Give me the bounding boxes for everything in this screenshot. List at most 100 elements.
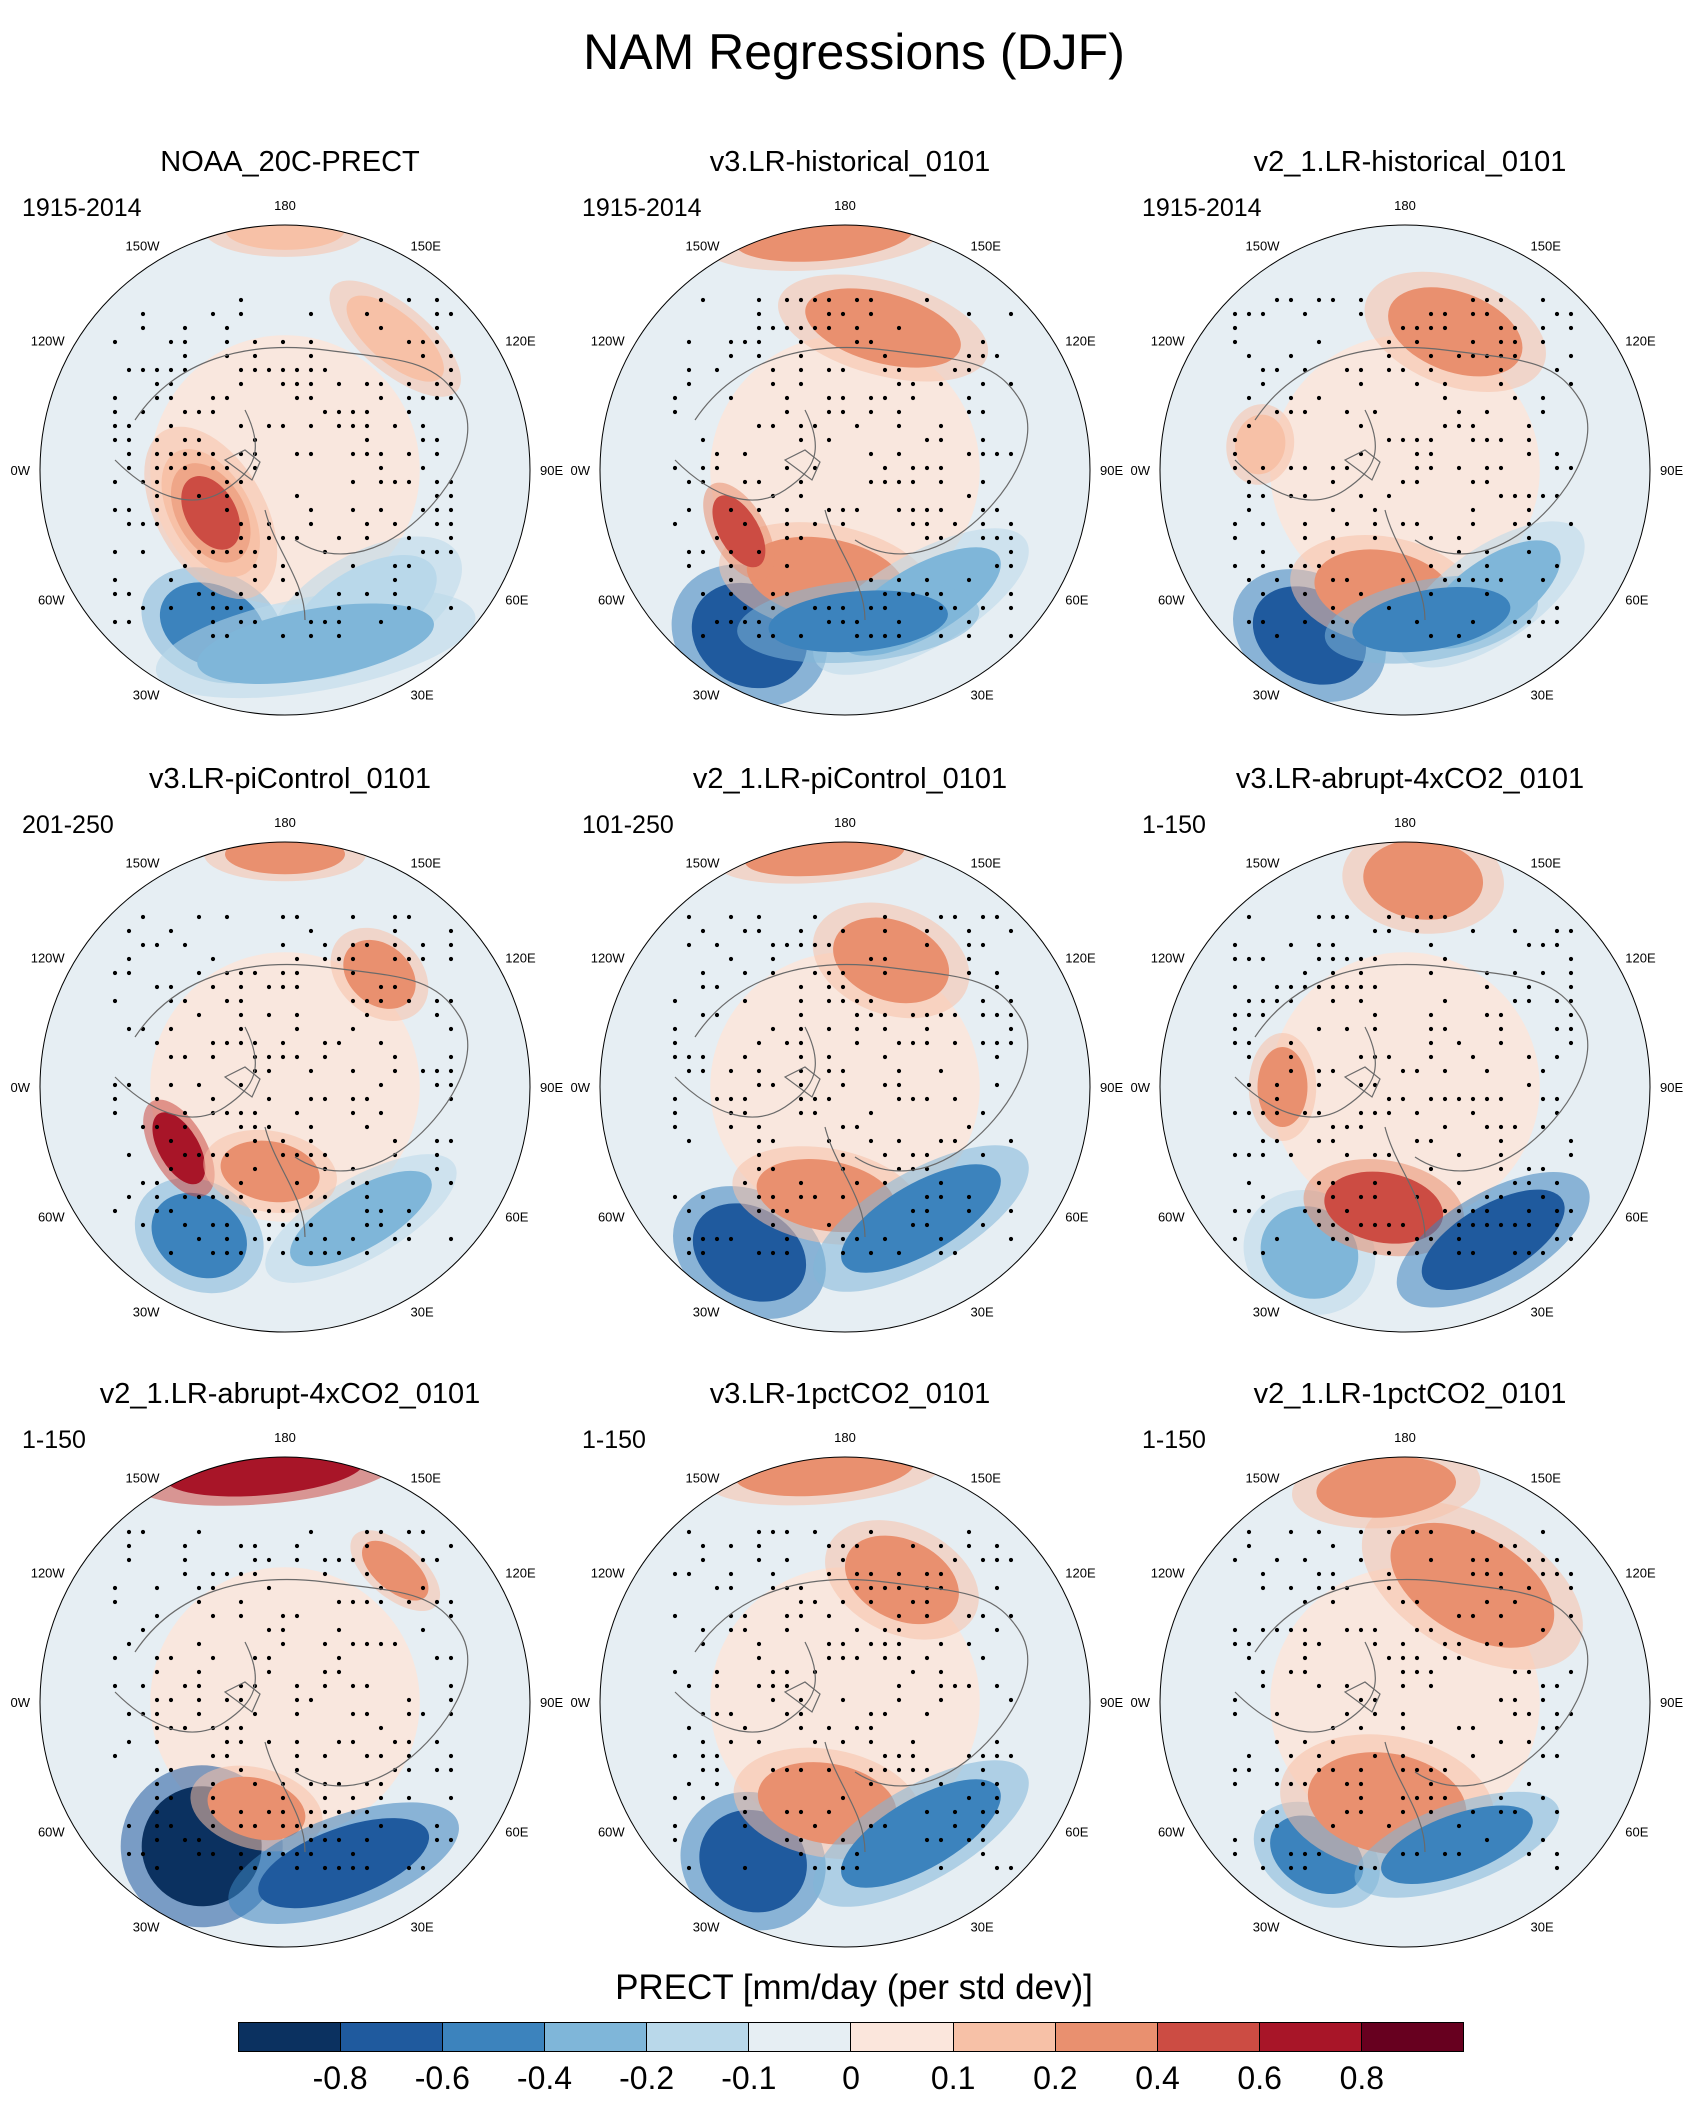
longitude-label: 90W bbox=[10, 1080, 31, 1095]
longitude-label: 180 bbox=[834, 1430, 856, 1445]
longitude-label: 30E bbox=[411, 1919, 434, 1934]
longitude-label: 120W bbox=[591, 334, 626, 349]
panel-period: 201-250 bbox=[22, 811, 114, 839]
anomaly-region bbox=[197, 603, 434, 684]
coastline bbox=[1234, 1579, 1589, 1853]
panel-period: 1-150 bbox=[22, 1426, 86, 1454]
longitude-label: 120E bbox=[505, 334, 536, 349]
longitude-label: 30W bbox=[693, 1919, 720, 1934]
longitude-label: 150E bbox=[411, 856, 442, 871]
longitude-label: 120W bbox=[31, 1566, 66, 1581]
map-field bbox=[1160, 1457, 1650, 1947]
longitude-label: 30W bbox=[693, 1304, 720, 1319]
colorbar-tick-label: 0.2 bbox=[1033, 2060, 1078, 2096]
longitude-label: 150E bbox=[1531, 1471, 1562, 1486]
longitude-label: 90W bbox=[1130, 1080, 1151, 1095]
map-field bbox=[600, 842, 1090, 1332]
anomaly-region bbox=[1421, 1189, 1565, 1290]
significance-stippling bbox=[112, 297, 454, 639]
longitude-label: 90W bbox=[10, 1695, 31, 1710]
colorbar-segment bbox=[1157, 2023, 1260, 2051]
map-panel: v2_1.LR-1pctCO2_0101 1-150 180 150E 120E 90… bbox=[1130, 1377, 1690, 1957]
longitude-label: 60W bbox=[38, 1825, 65, 1840]
significance-stippling bbox=[1232, 914, 1574, 1256]
anomaly-region bbox=[1352, 586, 1511, 653]
colorbar-segment bbox=[239, 2023, 342, 2051]
longitude-label: 150E bbox=[971, 239, 1002, 254]
longitude-label: 90E bbox=[1660, 1695, 1683, 1710]
colorbar-title: PRECT [mm/day (per std dev)] bbox=[615, 1968, 1093, 2007]
polar-map: 180150E120E90E60E30E030W60W90W120W150W bbox=[570, 198, 1123, 716]
longitude-label: 150W bbox=[686, 1471, 721, 1486]
anomaly-region bbox=[1363, 842, 1484, 920]
longitude-label: 30E bbox=[971, 1304, 994, 1319]
colorbar-tick-label: -0.4 bbox=[516, 2060, 573, 2096]
longitude-label: 180 bbox=[274, 815, 296, 830]
longitude-label: 30E bbox=[971, 687, 994, 702]
longitude-label: 90E bbox=[1100, 463, 1123, 478]
longitude-label: 60W bbox=[38, 593, 65, 608]
colorbar bbox=[238, 2022, 1464, 2052]
longitude-label: 120W bbox=[1151, 1566, 1186, 1581]
longitude-label: 90W bbox=[570, 1695, 591, 1710]
longitude-label: 30E bbox=[971, 1919, 994, 1934]
coastline bbox=[674, 347, 1029, 621]
map-panel: v3.LR-piControl_0101 201-250 180 150E 120E… bbox=[10, 762, 570, 1342]
map-field bbox=[40, 225, 530, 715]
colorbar-segment bbox=[545, 2023, 648, 2051]
colorbar-segment bbox=[647, 2023, 750, 2051]
map-border bbox=[1159, 841, 1651, 1333]
panel-period: 1915-2014 bbox=[1142, 194, 1262, 222]
longitude-label: 30W bbox=[133, 1919, 160, 1934]
anomaly-region bbox=[362, 1540, 429, 1601]
coastline bbox=[674, 964, 1029, 1238]
map-field bbox=[40, 1457, 530, 1947]
anomaly-region bbox=[1324, 1171, 1444, 1244]
longitude-label: 30W bbox=[1253, 1919, 1280, 1934]
longitude-label: 150E bbox=[411, 1471, 442, 1486]
longitude-label: 120E bbox=[505, 1566, 536, 1581]
longitude-label: 90E bbox=[1100, 1695, 1123, 1710]
colorbar-tick-label: -0.1 bbox=[721, 2060, 777, 2096]
anomaly-region bbox=[712, 495, 766, 568]
anomaly-region bbox=[1316, 1457, 1456, 1518]
polar-map: 180150E120E90E60E30E030W60W90W120W150W bbox=[10, 1430, 563, 1948]
longitude-label: 150E bbox=[971, 856, 1002, 871]
coastline bbox=[674, 1579, 1029, 1853]
panel-period: 1915-2014 bbox=[22, 194, 142, 222]
longitude-label: 30E bbox=[1531, 1919, 1554, 1934]
significance-stippling bbox=[112, 914, 454, 1256]
coastline bbox=[1234, 964, 1589, 1238]
panel-period: 1-150 bbox=[1142, 811, 1206, 839]
panel-period: 1915-2014 bbox=[582, 194, 702, 222]
longitude-label: 60E bbox=[1625, 1210, 1648, 1225]
polar-map: 180150E120E90E60E30E030W60W90W120W150W bbox=[10, 815, 563, 1333]
longitude-label: 30E bbox=[1531, 1304, 1554, 1319]
longitude-label: 60W bbox=[1158, 593, 1185, 608]
longitude-label: 180 bbox=[834, 815, 856, 830]
longitude-label: 60W bbox=[38, 1210, 65, 1225]
longitude-label: 180 bbox=[834, 198, 856, 213]
longitude-label: 120W bbox=[31, 334, 66, 349]
longitude-label: 90E bbox=[540, 1080, 563, 1095]
longitude-label: 60E bbox=[1625, 593, 1648, 608]
panel-title: v3.LR-abrupt-4xCO2_0101 bbox=[1235, 763, 1585, 795]
map-panel: v2_1.LR-historical_0101 1915-2014 180 150… bbox=[1130, 145, 1690, 725]
longitude-label: 150W bbox=[1246, 239, 1281, 254]
anomaly-region bbox=[833, 917, 950, 1004]
longitude-label: 30W bbox=[133, 1304, 160, 1319]
map-panel: NOAA_20C-PRECT 1915-2014 180 150E 120E 90E 6… bbox=[10, 145, 570, 725]
map-field bbox=[1160, 225, 1650, 715]
panel-title: v2_1.LR-abrupt-4xCO2_0101 bbox=[99, 1378, 481, 1410]
map-field bbox=[40, 842, 530, 1332]
map-panel: v3.LR-abrupt-4xCO2_0101 1-150 180 150E 120… bbox=[1130, 762, 1690, 1342]
longitude-label: 90W bbox=[1130, 1695, 1151, 1710]
coastline bbox=[114, 1579, 469, 1853]
longitude-label: 90E bbox=[1660, 1080, 1683, 1095]
panel-period: 101-250 bbox=[582, 811, 674, 839]
anomaly-region bbox=[1388, 287, 1523, 377]
anomaly-region bbox=[152, 1112, 206, 1185]
longitude-label: 60W bbox=[1158, 1210, 1185, 1225]
colorbar-tick-label: 0 bbox=[842, 2060, 860, 2096]
panel-title: v2_1.LR-historical_0101 bbox=[1253, 146, 1567, 178]
